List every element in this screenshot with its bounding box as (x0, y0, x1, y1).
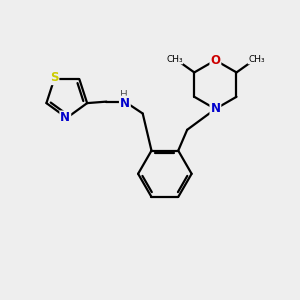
Text: N: N (60, 111, 70, 124)
Text: O: O (210, 54, 220, 67)
Text: N: N (120, 97, 130, 110)
Text: CH₃: CH₃ (166, 55, 183, 64)
Text: S: S (50, 71, 58, 84)
Text: N: N (210, 103, 220, 116)
Text: CH₃: CH₃ (248, 55, 265, 64)
Text: H: H (119, 90, 127, 100)
